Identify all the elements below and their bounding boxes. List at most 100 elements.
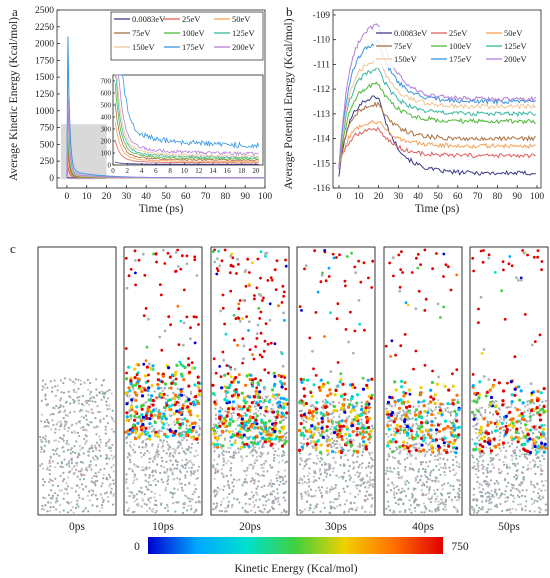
bulk-atom	[94, 454, 97, 458]
energetic-atom	[175, 421, 180, 425]
energetic-atom	[136, 377, 140, 381]
sputtered-atom	[177, 265, 180, 268]
bulk-atom	[433, 479, 436, 482]
energetic-atom	[271, 427, 275, 431]
energetic-atom	[268, 433, 272, 437]
energetic-atom	[157, 416, 161, 420]
bulk-atom	[526, 400, 529, 403]
bulk-atom	[301, 478, 304, 481]
bulk-atom	[141, 499, 144, 502]
bulk-atom	[95, 464, 98, 467]
sputtered-atom	[347, 340, 350, 344]
bulk-atom	[227, 504, 230, 507]
sputtered-atom	[420, 391, 423, 394]
bulk-atom	[371, 485, 374, 488]
bulk-atom	[73, 465, 76, 468]
bulk-atom	[511, 458, 514, 461]
energetic-atom	[310, 417, 315, 422]
bulk-atom	[101, 501, 105, 504]
bulk-atom	[266, 511, 269, 514]
sputtered-atom	[193, 341, 197, 345]
bulk-atom	[356, 471, 359, 474]
bulk-atom	[219, 503, 223, 506]
bulk-atom	[227, 459, 230, 463]
bulk-atom	[367, 410, 370, 413]
bulk-atom	[171, 447, 174, 450]
energetic-atom	[191, 400, 195, 404]
bulk-atom	[477, 439, 481, 442]
energetic-atom	[228, 383, 232, 387]
bulk-atom	[82, 416, 85, 419]
bulk-atom	[72, 389, 75, 392]
bulk-atom	[66, 476, 69, 479]
energetic-atom	[240, 407, 244, 411]
bulk-atom	[107, 500, 110, 503]
energetic-atom	[150, 394, 154, 398]
sputtered-atom	[536, 249, 540, 253]
bulk-atom	[505, 463, 508, 466]
energetic-atom	[484, 431, 488, 435]
bulk-atom	[394, 404, 397, 407]
bulk-atom	[174, 460, 177, 463]
energetic-atom	[352, 408, 356, 412]
energetic-atom	[480, 449, 484, 453]
energetic-atom	[302, 426, 306, 430]
sputtered-atom	[245, 315, 249, 318]
energetic-atom	[486, 423, 490, 427]
sputtered-atom	[261, 299, 264, 302]
energetic-atom	[508, 410, 512, 414]
bulk-atom	[393, 457, 397, 460]
energetic-atom	[305, 378, 310, 382]
sputtered-atom	[193, 255, 197, 259]
bulk-atom	[501, 509, 504, 513]
energetic-atom	[430, 423, 434, 427]
legend-box	[110, 11, 264, 61]
energetic-atom	[314, 443, 318, 447]
bulk-atom	[164, 409, 167, 412]
energetic-atom	[510, 393, 514, 397]
bulk-atom	[95, 378, 98, 381]
bulk-atom	[182, 387, 185, 390]
x-tick-label: 10	[354, 192, 364, 202]
bulk-atom	[436, 458, 439, 461]
bulk-atom	[364, 499, 367, 502]
bulk-atom	[438, 405, 441, 409]
sputtered-atom	[266, 279, 270, 282]
bulk-atom	[523, 453, 526, 456]
bulk-atom	[515, 487, 518, 491]
sputtered-atom	[124, 347, 128, 350]
bulk-atom	[230, 506, 233, 509]
bulk-atom	[476, 480, 479, 484]
bulk-atom	[416, 475, 419, 478]
bulk-atom	[189, 474, 192, 477]
energetic-atom	[431, 438, 435, 443]
bulk-atom	[182, 433, 186, 436]
bulk-atom	[94, 447, 98, 450]
bulk-atom	[47, 501, 50, 504]
bulk-atom	[81, 409, 84, 412]
energetic-atom	[145, 416, 149, 420]
bulk-atom	[149, 483, 152, 487]
bulk-atom	[110, 454, 113, 457]
legend-entry-label: 175eV	[182, 42, 206, 52]
bulk-atom	[314, 494, 317, 497]
bulk-atom	[385, 432, 388, 436]
bulk-atom	[82, 381, 86, 384]
energetic-atom	[134, 429, 138, 433]
energetic-atom	[517, 437, 521, 441]
bulk-atom	[229, 455, 232, 458]
bulk-atom	[84, 468, 88, 471]
bulk-atom	[84, 442, 87, 446]
bulk-atom	[195, 449, 198, 452]
bulk-atom	[156, 445, 160, 448]
sputtered-atom	[268, 318, 272, 322]
bulk-atom	[331, 437, 334, 440]
bulk-atom	[184, 494, 187, 497]
bulk-atom	[148, 484, 151, 487]
bulk-atom	[167, 475, 170, 478]
bulk-atom	[518, 449, 522, 452]
bulk-atom	[505, 485, 508, 488]
bulk-atom	[230, 462, 233, 465]
sputtered-atom	[327, 275, 331, 278]
bulk-atom	[63, 377, 67, 380]
